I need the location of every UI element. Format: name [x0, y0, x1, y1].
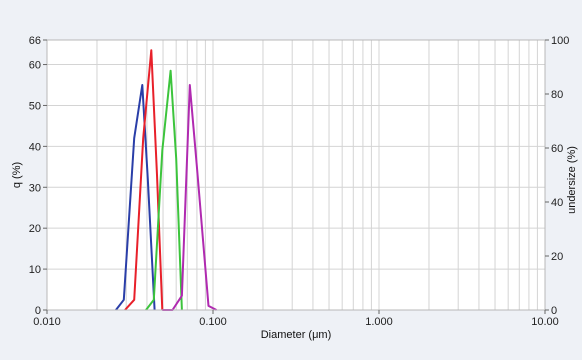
- y-tick-label: 40: [29, 141, 41, 153]
- y2-tick-label: 60: [551, 143, 563, 155]
- plot-frame: [46, 39, 546, 311]
- y-tick-label: 60: [29, 60, 41, 72]
- y2-tick-label: 20: [551, 251, 563, 263]
- x-tick-label: 0.100: [199, 316, 227, 328]
- grid: [47, 40, 545, 310]
- y2-tick-label: 100: [551, 35, 569, 47]
- y-tick-label: 20: [29, 223, 41, 235]
- y-tick-label: 0: [35, 305, 41, 317]
- y-tick-label: 50: [29, 100, 41, 112]
- series-line-1: [115, 84, 156, 311]
- x-tick-label: 0.010: [33, 316, 61, 328]
- plot-background: [47, 40, 545, 310]
- tick-labels: 0 10 20 30 40 50 60 66 0 20 40 60 80 100 0.010 0.100 1.0…: [29, 35, 570, 328]
- y2-tick-label: 80: [551, 89, 563, 101]
- y-tick-label: 66: [29, 35, 41, 47]
- series-line-2: [124, 49, 164, 311]
- y-tick-label: 30: [29, 182, 41, 194]
- y2-tick-label: 40: [551, 197, 563, 209]
- y2-tick-label: 0: [551, 305, 557, 317]
- x-tick-label: 1.000: [365, 316, 393, 328]
- y-tick-label: 10: [29, 264, 41, 276]
- series-line-3: [145, 69, 183, 311]
- y2-axis-label: undersize (%): [566, 146, 578, 214]
- y-axis-label: q (%): [11, 162, 23, 188]
- x-axis-label: Diameter (μm): [261, 329, 332, 341]
- x-tick-label: 10.00: [531, 316, 559, 328]
